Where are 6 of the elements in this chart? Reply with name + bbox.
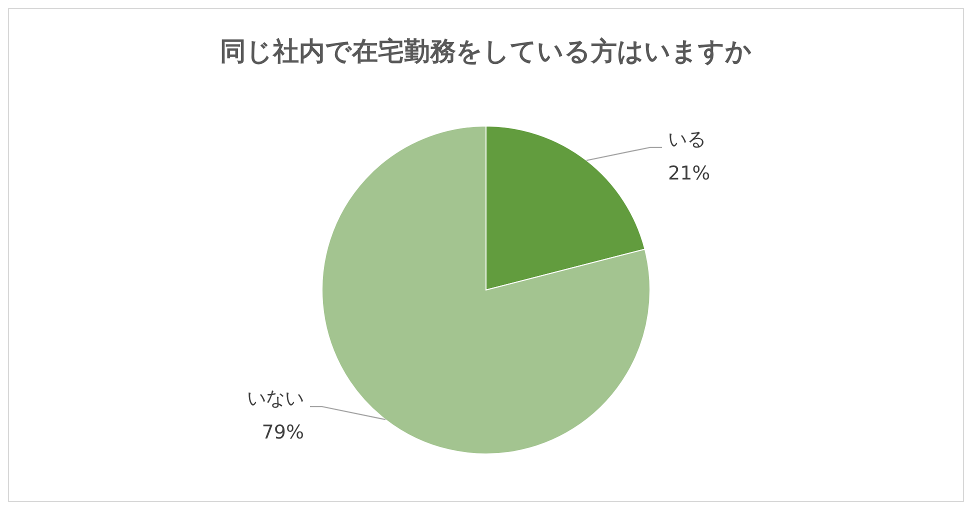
chart-title: 同じ社内で在宅勤務をしている方はいますか [220,37,752,67]
slice-label: いる [668,128,706,150]
data-label: 79% [262,422,304,444]
pie-slice [322,126,650,454]
data-label: 21% [668,162,710,184]
slice-label: いない [247,388,304,410]
